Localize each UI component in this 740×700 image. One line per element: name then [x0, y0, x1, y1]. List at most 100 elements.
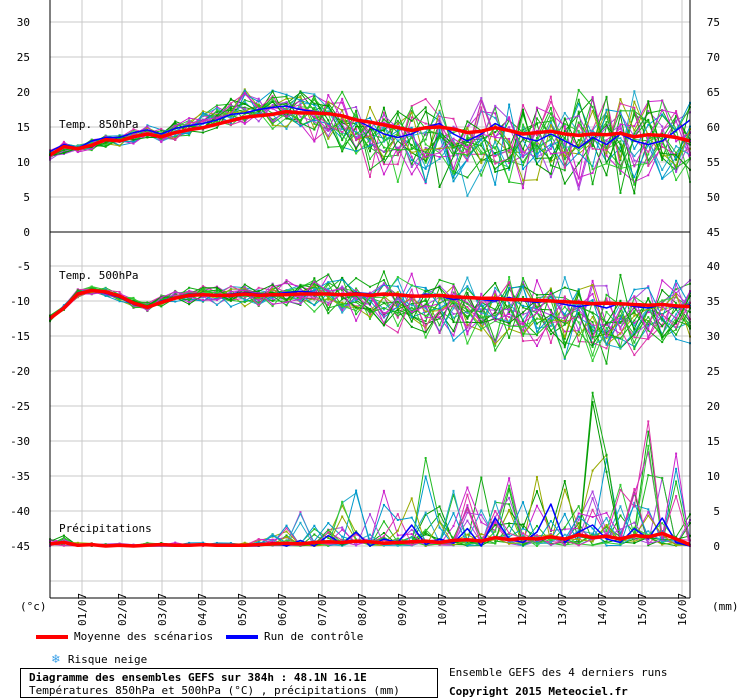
ensemble-member-point — [549, 287, 552, 290]
ensemble-member-point — [522, 187, 525, 190]
ensemble-member-point — [508, 302, 511, 305]
ensemble-member-point — [619, 164, 622, 167]
ensemble-member-point — [605, 322, 608, 325]
ensemble-member-point — [299, 287, 302, 290]
ensemble-member-point — [633, 327, 636, 330]
ensemble-member-point — [396, 304, 399, 307]
ensemble-member-point — [396, 306, 399, 309]
ensemble-member-point — [508, 304, 511, 307]
ensemble-member-point — [424, 122, 427, 125]
ensemble-member-point — [577, 518, 580, 521]
ensemble-member-point — [633, 537, 636, 540]
ensemble-member-point — [661, 336, 664, 339]
ensemble-member-point — [494, 515, 497, 518]
ensemble-member-point — [633, 109, 636, 112]
ensemble-member-point — [229, 288, 232, 291]
ensemble-member-point — [661, 289, 664, 292]
ensemble-member-point — [188, 290, 191, 293]
ensemble-member-point — [563, 480, 566, 483]
ensemble-member-point — [424, 528, 427, 531]
ensemble-member-point — [619, 535, 622, 538]
ensemble-member-point — [424, 133, 427, 136]
ensemble-member-point — [188, 286, 191, 289]
ensemble-member-point — [577, 176, 580, 179]
ensemble-member-point — [215, 107, 218, 110]
ensemble-member-point — [452, 543, 455, 546]
ensemble-member-point — [549, 157, 552, 160]
ensemble-member-point — [647, 297, 650, 300]
ensemble-member-point — [146, 542, 149, 545]
ensemble-member-point — [647, 150, 650, 153]
ensemble-member-point — [452, 285, 455, 288]
ensemble-member-point — [508, 532, 511, 535]
ensemble-member-point — [313, 279, 316, 282]
ensemble-member-point — [577, 289, 580, 292]
ensemble-member-point — [480, 324, 483, 327]
ensemble-member-point — [563, 125, 566, 128]
ensemble-member-point — [341, 303, 344, 306]
ensemble-member-point — [563, 286, 566, 289]
ensemble-member-point — [522, 285, 525, 288]
ensemble-member-point — [382, 128, 385, 131]
ensemble-member-point — [341, 101, 344, 104]
ensemble-member-point — [563, 330, 566, 333]
ensemble-member-point — [257, 286, 260, 289]
ensemble-member-point — [522, 527, 525, 530]
ensemble-member-point — [549, 532, 552, 535]
ensemble-member-point — [341, 535, 344, 538]
ensemble-member-point — [633, 90, 636, 93]
ensemble-member-point — [396, 311, 399, 314]
ensemble-member-point — [549, 152, 552, 155]
ensemble-member-point — [549, 319, 552, 322]
ensemble-member-point — [369, 513, 371, 516]
ensemble-member-point — [549, 160, 552, 163]
ensemble-member-point — [466, 323, 469, 326]
ensemble-member-point — [355, 296, 358, 299]
x-tick-label: 02/07 — [116, 593, 129, 626]
ensemble-member-point — [675, 452, 678, 455]
ensemble-member-point — [494, 520, 497, 523]
ensemble-member-point — [382, 489, 385, 492]
ensemble-member-point — [535, 345, 538, 348]
ensemble-member-point — [215, 114, 218, 117]
ensemble-member-point — [369, 313, 371, 316]
ensemble-member-point — [605, 526, 608, 529]
ensemble-member-point — [633, 192, 636, 195]
ensemble-member-point — [424, 530, 427, 533]
ensemble-member-point — [424, 320, 427, 323]
ensemble-member-point — [243, 100, 246, 103]
ensemble-member-point — [160, 139, 163, 142]
ensemble-member-point — [341, 539, 344, 542]
ensemble-member-point — [90, 142, 93, 145]
caption-box: Diagramme des ensembles GEFS sur 384h : … — [20, 668, 438, 698]
ensemble-member-point — [341, 276, 344, 279]
ensemble-member-point — [591, 315, 594, 318]
ensemble-member-point — [675, 279, 678, 282]
ensemble-member-point — [146, 125, 149, 128]
ensemble-member-point — [341, 128, 344, 131]
ensemble-member-point — [285, 115, 288, 118]
ensemble-member-point — [535, 155, 538, 158]
ensemble-member-point — [466, 194, 469, 197]
ensemble-member-point — [396, 110, 399, 113]
ensemble-member-point — [438, 185, 441, 188]
ensemble-member-point — [369, 175, 371, 178]
ensemble-member-point — [229, 296, 232, 299]
ensemble-member-point — [382, 135, 385, 138]
ensemble-member-point — [563, 533, 566, 536]
ensemble-member-point — [480, 138, 483, 141]
ensemble-member-point — [591, 96, 594, 99]
ensemble-member-point — [285, 127, 288, 130]
ensemble-member-point — [577, 303, 580, 306]
ensemble-member-point — [494, 112, 497, 115]
ensemble-member-point — [341, 148, 344, 151]
ensemble-member-point — [452, 536, 455, 539]
ensemble-member-point — [591, 142, 594, 145]
ensemble-member-point — [90, 293, 93, 296]
ensemble-member-point — [633, 319, 636, 322]
ensemble-member-point — [285, 524, 288, 527]
ensemble-member-point — [522, 318, 525, 321]
y-tick-label-right: 0 — [713, 540, 720, 553]
ensemble-member-point — [424, 166, 427, 169]
ensemble-member-point — [396, 295, 399, 298]
